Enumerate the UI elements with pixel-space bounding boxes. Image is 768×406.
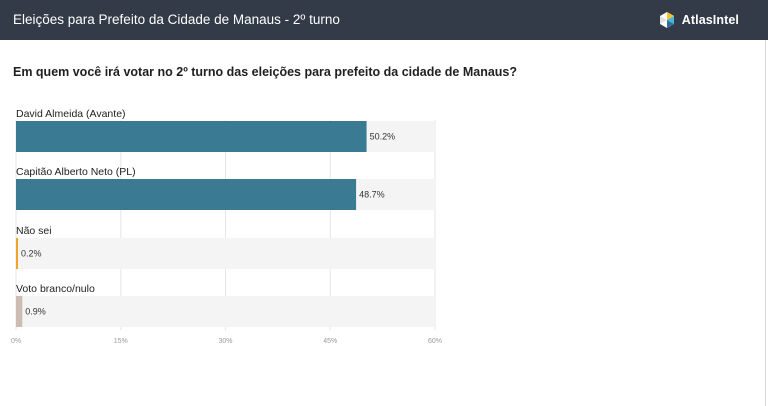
- header-bar: Eleições para Prefeito da Cidade de Mana…: [0, 0, 768, 40]
- x-tick-label: 60%: [428, 338, 442, 345]
- x-tick-label: 45%: [323, 338, 337, 345]
- bar-track: [16, 296, 435, 327]
- x-tick-label: 0%: [11, 338, 21, 345]
- value-label: 50.2%: [370, 132, 396, 142]
- bar: [16, 296, 23, 327]
- bar: [16, 238, 18, 269]
- bar: [16, 121, 367, 152]
- atlasintel-logo-icon: [659, 12, 674, 28]
- category-label: Capitão Alberto Neto (PL): [16, 166, 136, 178]
- value-label: 0.2%: [21, 249, 42, 259]
- chart-title: Em quem você irá votar no 2º turno das e…: [13, 65, 518, 79]
- right-border: [765, 40, 766, 406]
- x-tick-label: 30%: [218, 338, 232, 345]
- category-label: David Almeida (Avante): [16, 108, 126, 120]
- value-label: 0.9%: [25, 307, 46, 317]
- brand-logo: AtlasIntel: [657, 10, 739, 30]
- bar: [16, 179, 357, 210]
- value-label: 48.7%: [359, 190, 385, 200]
- x-tick-label: 15%: [114, 338, 128, 345]
- category-label: Voto branco/nulo: [16, 283, 95, 295]
- brand-name: AtlasIntel: [681, 13, 739, 27]
- bar-track: [16, 238, 435, 269]
- page-title: Eleições para Prefeito da Cidade de Mana…: [13, 12, 340, 27]
- category-label: Não sei: [16, 225, 52, 237]
